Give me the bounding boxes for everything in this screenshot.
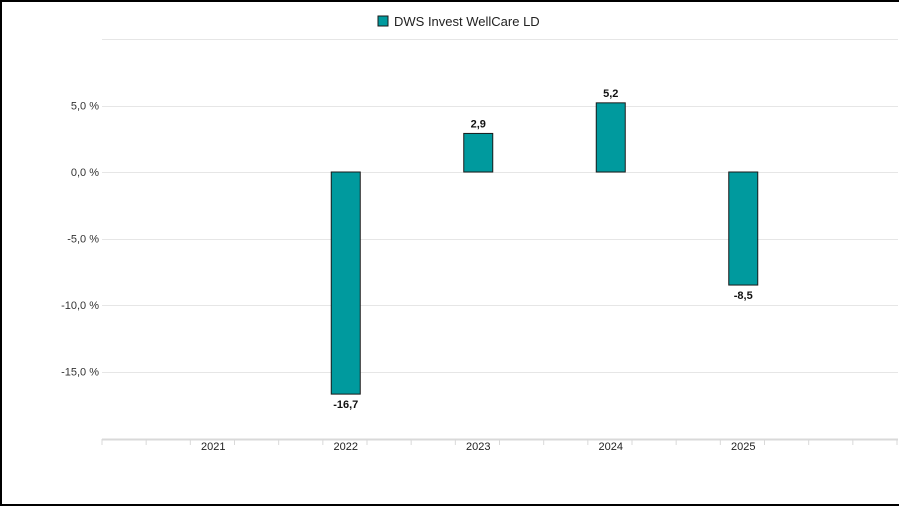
bar-2024 — [595, 102, 626, 173]
x-axis: 2021 2022 2023 2024 2025 — [101, 438, 898, 453]
legend: DWS Invest WellCare LD — [377, 14, 540, 29]
bars — [330, 102, 759, 395]
y-axis-ticks: 5,0 % 0,0 % -5,0 % -10,0 % -15,0 % — [61, 101, 99, 379]
x-tick-label: 2025 — [731, 441, 755, 453]
y-tick-label: 5,0 % — [71, 101, 99, 113]
x-tick-label: 2022 — [334, 441, 358, 453]
y-tick-label: -15,0 % — [61, 367, 99, 379]
x-tick-label: 2024 — [599, 441, 623, 453]
data-label-2024: 5,2 — [603, 88, 618, 100]
gridlines — [102, 39, 898, 373]
bar-2022 — [330, 171, 361, 395]
data-label-2023: 2,9 — [471, 118, 486, 130]
data-label-2022: -16,7 — [333, 399, 358, 411]
y-tick-label: -10,0 % — [61, 300, 99, 312]
legend-label: DWS Invest WellCare LD — [394, 14, 540, 29]
bar-2023 — [463, 132, 494, 173]
legend-swatch — [377, 15, 389, 27]
data-labels: -16,7 2,9 5,2 -8,5 — [333, 88, 753, 411]
data-label-2025: -8,5 — [734, 290, 753, 302]
bar-2025 — [728, 171, 759, 286]
x-tick-label: 2021 — [201, 441, 225, 453]
y-tick-label: -5,0 % — [67, 234, 99, 246]
x-tick-label: 2023 — [466, 441, 490, 453]
y-tick-label: 0,0 % — [71, 167, 99, 179]
